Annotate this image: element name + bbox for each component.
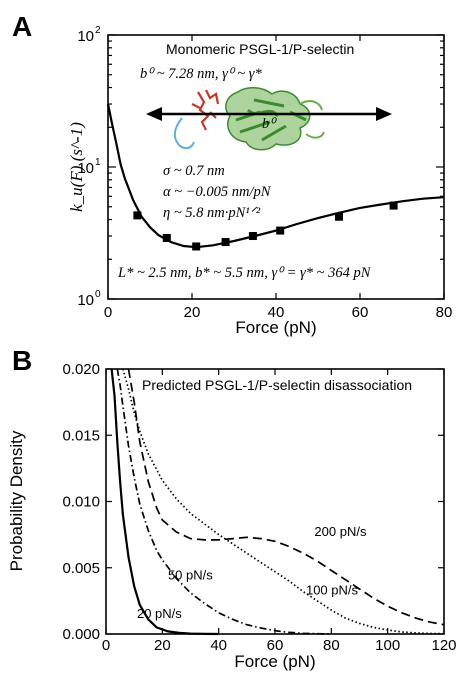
panel-a-y-tick-exponent: 0 xyxy=(95,289,101,300)
panel-b-y-tick-label: 0.015 xyxy=(62,427,100,444)
panel-a-bottom-annotation: L* ~ 2.5 nm, b* ~ 5.5 nm, γ⁰ = γ* ~ 364 … xyxy=(117,265,372,281)
panel-letter-b: B xyxy=(12,345,32,376)
param-eta: η ~ 5.8 nm·pN¹ᐟ² xyxy=(163,205,261,221)
panel-a-y-tick-label: 10 xyxy=(77,292,94,309)
panel-b-ticks: 0 20 40 60 80 100 120 0.000 0.005 0.010 0.015 0.020 xyxy=(62,361,456,654)
panel-a-data-point xyxy=(335,212,343,221)
panel-b-x-tick-label: 0 xyxy=(102,637,110,654)
panel-b-xlabel: Force (pN) xyxy=(234,652,315,671)
panel-a-x-tick-label: 80 xyxy=(436,304,453,321)
panel-b-marks: 20 pN/s 50 pN/s 100 pN/s 200 pN/s xyxy=(110,368,445,636)
panel-b-series-20-pn-s xyxy=(110,368,219,636)
arrow-head-right xyxy=(376,107,392,121)
panel-b-curve-label: 200 pN/s xyxy=(314,524,367,539)
panel-a-marks xyxy=(106,103,445,251)
panel-a-top-annotation: b⁰ ~ 7.28 nm, γ⁰ ~ γ* xyxy=(140,66,262,82)
panel-a-ylabel: k_u(F) (s^-1) xyxy=(67,122,86,212)
panel-a: Monomeric PSGL-1/P-selectin b⁰ ~ 7.28 nm… xyxy=(67,25,452,337)
panel-a-title: Monomeric PSGL-1/P-selectin xyxy=(166,41,354,57)
panel-letter-a: A xyxy=(12,11,32,42)
panel-a-y-tick-label: 10 xyxy=(77,28,94,45)
panel-b-x-tick-label: 80 xyxy=(323,637,340,654)
panel-a-x-tick-label: 40 xyxy=(268,304,285,321)
param-sigma: σ ~ 0.7 nm xyxy=(163,163,225,179)
protein-loops xyxy=(299,100,325,139)
panel-b-x-tick-label: 20 xyxy=(154,637,171,654)
panel-a-x-tick-label: 20 xyxy=(184,304,201,321)
panel-b-ylabel: Probability Density xyxy=(7,430,26,571)
panel-b-series-50-pn-s xyxy=(116,368,332,635)
protein-helices xyxy=(235,98,307,142)
panel-b-series-200-pn-s xyxy=(127,368,445,626)
ligand-molecule xyxy=(191,89,220,131)
protein-body xyxy=(225,87,311,151)
panel-a-y-tick-exponent: 1 xyxy=(95,157,101,168)
panel-b-y-tick-label: 0.000 xyxy=(62,626,100,643)
panel-b-y-tick-label: 0.020 xyxy=(62,361,100,378)
panel-a-fit-curve xyxy=(106,103,445,249)
panel-a-data-point xyxy=(162,233,171,242)
arrow-head-left xyxy=(146,107,162,121)
panel-a-xlabel: Force (pN) xyxy=(235,318,316,337)
panel-b-x-tick-label: 100 xyxy=(375,637,400,654)
param-alpha: α ~ −0.005 nm/pN xyxy=(163,184,272,200)
panel-b-curve-label: 20 pN/s xyxy=(137,606,182,621)
panel-b-curve-label: 100 pN/s xyxy=(306,582,359,597)
panel-a-x-tick-label: 60 xyxy=(352,304,369,321)
panel-b: Predicted PSGL-1/P-selectin disassociati… xyxy=(7,361,457,671)
panel-b-x-tick-label: 120 xyxy=(431,637,456,654)
panel-b-x-tick-label: 40 xyxy=(210,637,227,654)
panel-a-data-point xyxy=(389,201,398,210)
psgl-chain xyxy=(174,117,195,150)
panel-b-y-tick-label: 0.005 xyxy=(62,560,100,577)
panel-b-series-100-pn-s xyxy=(122,368,445,635)
panel-a-y-tick-exponent: 2 xyxy=(95,25,101,36)
b0-label: b⁰ xyxy=(262,116,277,132)
panel-a-x-tick-label: 0 xyxy=(104,304,112,321)
panel-a-data-point xyxy=(276,226,285,235)
panel-b-y-tick-label: 0.010 xyxy=(62,494,100,511)
protein-structure-illustration xyxy=(174,87,325,151)
panel-a-ylabel-text: k_u(F) (s^-1) xyxy=(67,122,86,212)
panel-b-curve-label: 50 pN/s xyxy=(168,568,213,583)
panel-b-title: Predicted PSGL-1/P-selectin disassociati… xyxy=(142,377,412,393)
force-arrow xyxy=(146,107,392,121)
panel-a-y-tick-label: 10 xyxy=(77,160,94,177)
panel-a-data-point xyxy=(133,211,142,220)
panel-b-frame xyxy=(105,368,445,635)
panel-b-x-tick-label: 60 xyxy=(267,637,284,654)
